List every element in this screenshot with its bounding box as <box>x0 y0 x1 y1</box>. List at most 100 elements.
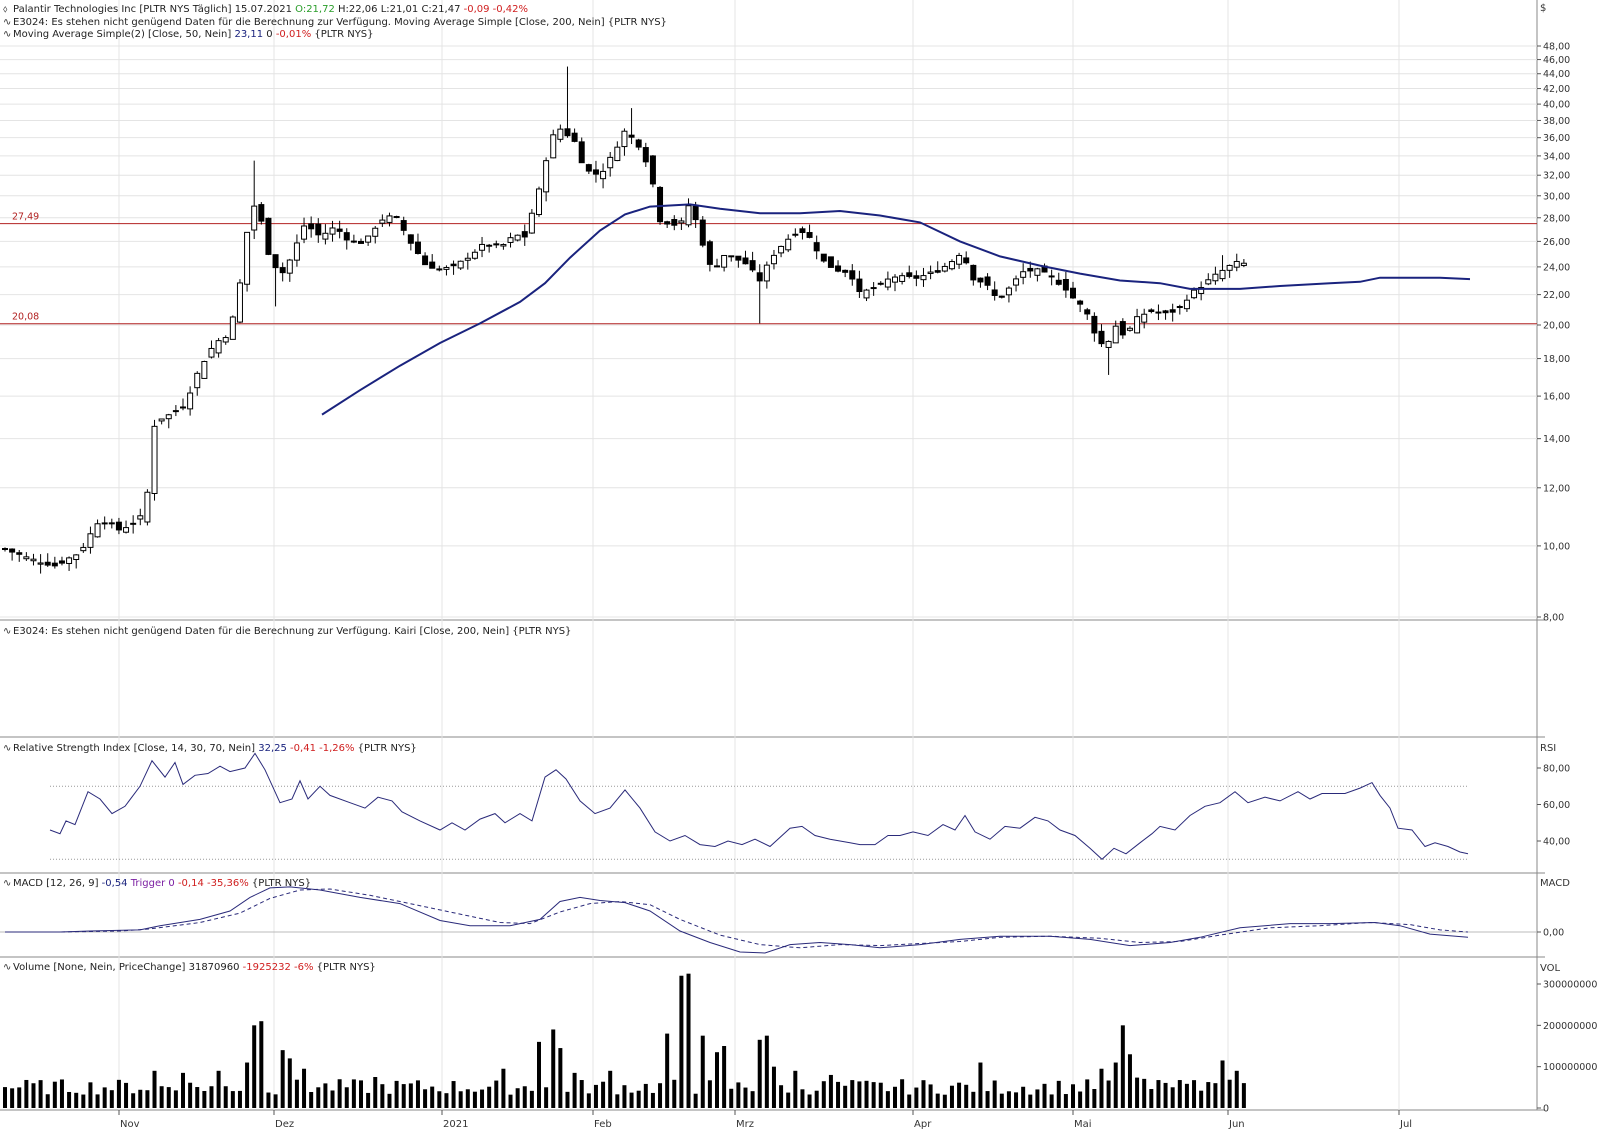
volume-bar <box>380 1084 385 1108</box>
volume-bar <box>964 1084 969 1108</box>
ma50-line <box>321 203 1471 416</box>
candle-down <box>592 169 599 175</box>
volume-bar <box>181 1072 185 1108</box>
volume-bar <box>465 1089 470 1108</box>
month-label: Jun <box>1228 1119 1245 1130</box>
candle-up <box>1112 325 1119 344</box>
candle-down <box>1062 278 1069 291</box>
candle-up <box>23 556 30 560</box>
volume-bar <box>294 1079 299 1108</box>
candle-up <box>208 347 215 358</box>
candle-up <box>130 522 137 525</box>
volume-bar <box>273 1094 278 1108</box>
volume-bar <box>850 1080 855 1108</box>
volume-bar <box>736 1082 741 1108</box>
volume-bar <box>430 1086 435 1108</box>
candle-down <box>1048 275 1055 278</box>
candle-down <box>1162 310 1169 314</box>
volume-bar <box>529 1090 534 1108</box>
candle-up <box>30 558 37 562</box>
volume-bar <box>921 1080 926 1108</box>
candle-up <box>471 251 478 259</box>
candle-up <box>301 225 308 240</box>
candle-up <box>236 282 243 323</box>
candle-down <box>265 217 272 255</box>
candle-down <box>486 244 493 247</box>
panel-header-line: Moving Average Simple(2) [Close, 50, Nei… <box>13 29 374 40</box>
candle-down <box>414 241 421 254</box>
candle-down <box>963 257 970 264</box>
volume-bar <box>643 1083 648 1108</box>
volume-bar <box>166 1087 171 1108</box>
rsi-tick-label: 60,00 <box>1543 800 1570 811</box>
header-segment: {PLTR NYS} <box>311 29 373 40</box>
volume-bar <box>593 1084 598 1108</box>
candle-up <box>884 278 891 288</box>
volume-bar <box>245 1062 250 1108</box>
header-icon: ∿ <box>3 17 11 28</box>
volume-bar <box>1142 1078 1147 1108</box>
price-tick-label: 26,00 <box>1543 237 1570 248</box>
candle-up <box>927 271 934 274</box>
panel-header-line: Palantir Technologies Inc [PLTR NYS Tägl… <box>13 4 528 15</box>
volume-bar <box>373 1077 378 1108</box>
header-segment: Moving Average Simple(2) [Close, 50, Nei… <box>13 29 234 40</box>
price-tick-label: 36,00 <box>1543 133 1570 144</box>
month-label: Feb <box>594 1119 612 1130</box>
header-segment: Palantir Technologies Inc [PLTR NYS Tägl… <box>13 4 295 15</box>
candle-up <box>194 372 201 389</box>
candle-up <box>528 212 535 234</box>
volume-axis-title: VOL <box>1540 963 1561 974</box>
volume-bar <box>565 1091 570 1108</box>
month-label: 2021 <box>443 1119 468 1130</box>
volume-bar <box>1028 1094 1033 1108</box>
candle-down <box>393 216 400 219</box>
candle-up <box>1198 286 1205 294</box>
price-tick-label: 44,00 <box>1543 69 1570 80</box>
volume-tick-label: 100000000 <box>1543 1062 1597 1073</box>
volume-bar <box>537 1041 541 1108</box>
rsi-line <box>49 752 1469 860</box>
volume-bar <box>359 1080 363 1108</box>
candle-down <box>1027 267 1034 272</box>
candle-down <box>272 254 279 269</box>
volume-bar <box>636 1090 641 1108</box>
volume-bar <box>999 1093 1004 1108</box>
volume-bar <box>786 1092 791 1108</box>
candle-up <box>80 546 87 552</box>
volume-bar <box>914 1087 919 1108</box>
volume-bar <box>109 1090 114 1108</box>
price-tick-label: 48,00 <box>1543 42 1570 53</box>
volume-bar <box>1213 1083 1218 1108</box>
volume-tick-label: 300000000 <box>1543 980 1597 991</box>
axes: 8,00 10,00 12,00 14,00 16,00 18,00 20,00 22,00 2… <box>118 42 1597 1130</box>
macd-trigger-line <box>5 888 1469 949</box>
candle-up <box>941 265 948 272</box>
volume-bar <box>67 1091 72 1108</box>
candle-up <box>123 527 130 533</box>
candle-down <box>521 231 528 238</box>
month-label: Mrz <box>736 1119 754 1130</box>
volume-bar <box>1071 1084 1075 1108</box>
price-tick-label: 22,00 <box>1543 290 1570 301</box>
volume-bar <box>615 1094 620 1108</box>
candle-up <box>215 340 222 354</box>
volume-bar <box>216 1070 221 1108</box>
volume-bar <box>145 1090 150 1108</box>
volume-bar <box>195 1087 200 1108</box>
candle-down <box>671 219 678 226</box>
candle-up <box>870 287 877 290</box>
volume-bar <box>316 1087 321 1108</box>
volume-bar <box>45 1094 50 1108</box>
volume-bar <box>88 1082 93 1108</box>
candle-up <box>165 414 172 420</box>
candle-up <box>73 554 80 560</box>
candle-up <box>1205 279 1212 285</box>
price-tick-label: 30,00 <box>1543 191 1570 202</box>
volume-bar <box>102 1087 107 1108</box>
candle-up <box>1005 287 1012 296</box>
candle-up <box>37 562 44 565</box>
volume-bar <box>793 1070 798 1108</box>
candle-up <box>1240 262 1247 266</box>
candle-up <box>770 254 777 265</box>
